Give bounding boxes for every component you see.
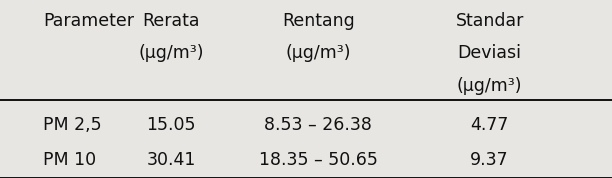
Text: (μg/m³): (μg/m³) bbox=[285, 44, 351, 62]
Text: Standar: Standar bbox=[455, 12, 524, 30]
Text: PM 2,5: PM 2,5 bbox=[43, 116, 102, 134]
Text: 8.53 – 26.38: 8.53 – 26.38 bbox=[264, 116, 372, 134]
Text: 30.41: 30.41 bbox=[147, 151, 196, 169]
Text: (μg/m³): (μg/m³) bbox=[138, 44, 204, 62]
Text: 9.37: 9.37 bbox=[470, 151, 509, 169]
Text: 15.05: 15.05 bbox=[147, 116, 196, 134]
Text: 4.77: 4.77 bbox=[471, 116, 509, 134]
Text: Rentang: Rentang bbox=[282, 12, 354, 30]
Text: Rerata: Rerata bbox=[143, 12, 200, 30]
Text: (μg/m³): (μg/m³) bbox=[457, 77, 523, 95]
Text: Deviasi: Deviasi bbox=[458, 44, 521, 62]
Text: 18.35 – 50.65: 18.35 – 50.65 bbox=[259, 151, 378, 169]
Text: PM 10: PM 10 bbox=[43, 151, 96, 169]
Text: Parameter: Parameter bbox=[43, 12, 134, 30]
